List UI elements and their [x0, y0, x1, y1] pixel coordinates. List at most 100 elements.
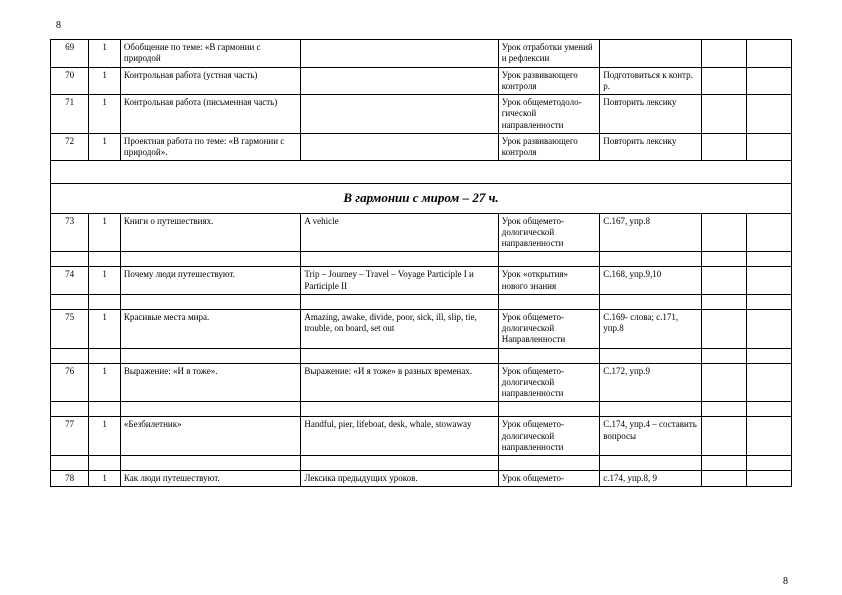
spacer-cell [120, 456, 300, 471]
cell-a [701, 40, 746, 68]
cell-a [701, 309, 746, 348]
spacer-cell [498, 456, 600, 471]
cell-a [701, 133, 746, 161]
spacer-cell [701, 348, 746, 363]
cell-n: 70 [51, 67, 89, 95]
cell-hw: Подготовиться к контр. р. [600, 67, 702, 95]
cell-hw: с.174, упр.8, 9 [600, 471, 702, 487]
spacer-cell [600, 456, 702, 471]
cell-hw: Повторить лексику [600, 133, 702, 161]
cell-b [746, 363, 791, 402]
table-row: 781Как люди путешествуют.Лексика предыду… [51, 471, 792, 487]
cell-mat: Лексика предыдущих уроков. [301, 471, 498, 487]
cell-n: 69 [51, 40, 89, 68]
table-row: 701Контрольная работа (устная часть)Урок… [51, 67, 792, 95]
cell-n: 72 [51, 133, 89, 161]
spacer-cell [51, 294, 89, 309]
cell-topic: Красивые места мира. [120, 309, 300, 348]
section-gap [51, 161, 792, 184]
cell-hw: С.172, упр.9 [600, 363, 702, 402]
spacer-cell [701, 252, 746, 267]
spacer-cell [600, 402, 702, 417]
cell-mat: Handful, pier, lifeboat, desk, whale, st… [301, 417, 498, 456]
cell-hw: Повторить лексику [600, 95, 702, 134]
spacer-cell [120, 402, 300, 417]
cell-b [746, 417, 791, 456]
cell-hw [600, 40, 702, 68]
spacer-cell [301, 294, 498, 309]
cell-type: Урок общемето-дологической направленност… [498, 363, 600, 402]
spacer-cell [301, 456, 498, 471]
page-number-bottom: 8 [783, 576, 788, 587]
cell-a [701, 417, 746, 456]
cell-h: 1 [89, 95, 121, 134]
cell-mat: A vehicle [301, 213, 498, 252]
cell-h: 1 [89, 471, 121, 487]
cell-a [701, 267, 746, 295]
cell-h: 1 [89, 363, 121, 402]
spacer-cell [301, 402, 498, 417]
cell-hw: С.168, упр.9,10 [600, 267, 702, 295]
spacer-cell [89, 402, 121, 417]
table-row: 741Почему люди путешествуют.Trip – Journ… [51, 267, 792, 295]
spacer-cell [746, 456, 791, 471]
cell-h: 1 [89, 267, 121, 295]
spacer-cell [89, 252, 121, 267]
cell-topic: Обобщение по теме: «В гармонии с природо… [120, 40, 300, 68]
spacer-cell [746, 294, 791, 309]
spacer-cell [120, 348, 300, 363]
cell-b [746, 213, 791, 252]
cell-topic: Как люди путешествуют. [120, 471, 300, 487]
cell-type: Урок «открытия» нового знания [498, 267, 600, 295]
cell-a [701, 363, 746, 402]
cell-b [746, 40, 791, 68]
cell-n: 73 [51, 213, 89, 252]
cell-type: Урок общеметодоло-гической направленност… [498, 95, 600, 134]
cell-topic: Контрольная работа (устная часть) [120, 67, 300, 95]
spacer-cell [701, 456, 746, 471]
spacer-cell [120, 294, 300, 309]
cell-n: 76 [51, 363, 89, 402]
cell-type: Урок отработки умений и рефлексии [498, 40, 600, 68]
spacer-cell [746, 252, 791, 267]
spacer-cell [51, 402, 89, 417]
spacer-cell [600, 252, 702, 267]
cell-h: 1 [89, 417, 121, 456]
table-row: 751Красивые места мира.Amazing, awake, d… [51, 309, 792, 348]
table-row: 721Проектная работа по теме: «В гармонии… [51, 133, 792, 161]
cell-topic: Выражение: «И я тоже». [120, 363, 300, 402]
cell-hw: С.174, упр.4 – составить вопросы [600, 417, 702, 456]
cell-b [746, 309, 791, 348]
cell-b [746, 67, 791, 95]
cell-type: Урок развивающего контроля [498, 133, 600, 161]
cell-type: Урок общемето-дологической направленност… [498, 213, 600, 252]
spacer-cell [498, 294, 600, 309]
cell-b [746, 95, 791, 134]
spacer-cell [89, 456, 121, 471]
cell-n: 74 [51, 267, 89, 295]
spacer-cell [51, 252, 89, 267]
spacer-cell [498, 348, 600, 363]
cell-h: 1 [89, 213, 121, 252]
cell-topic: Контрольная работа (письменная часть) [120, 95, 300, 134]
cell-h: 1 [89, 40, 121, 68]
cell-type: Урок общемето-дологической Направленност… [498, 309, 600, 348]
cell-h: 1 [89, 309, 121, 348]
cell-type: Урок общемето-дологической направленност… [498, 417, 600, 456]
spacer-cell [746, 348, 791, 363]
page-number-top: 8 [56, 20, 792, 31]
cell-n: 75 [51, 309, 89, 348]
spacer-cell [301, 252, 498, 267]
cell-type: Урок общемето- [498, 471, 600, 487]
table-row: 771 «Безбилетник»Handful, pier, lifeboat… [51, 417, 792, 456]
cell-topic: «Безбилетник» [120, 417, 300, 456]
cell-type: Урок развивающего контроля [498, 67, 600, 95]
cell-topic: Проектная работа по теме: «В гармонии с … [120, 133, 300, 161]
cell-mat: Amazing, awake, divide, poor, sick, ill,… [301, 309, 498, 348]
spacer-cell [701, 402, 746, 417]
spacer-cell [51, 348, 89, 363]
cell-mat: Trip – Journey – Travel – Voyage Partici… [301, 267, 498, 295]
spacer-cell [51, 456, 89, 471]
spacer-cell [600, 348, 702, 363]
spacer-cell [701, 294, 746, 309]
